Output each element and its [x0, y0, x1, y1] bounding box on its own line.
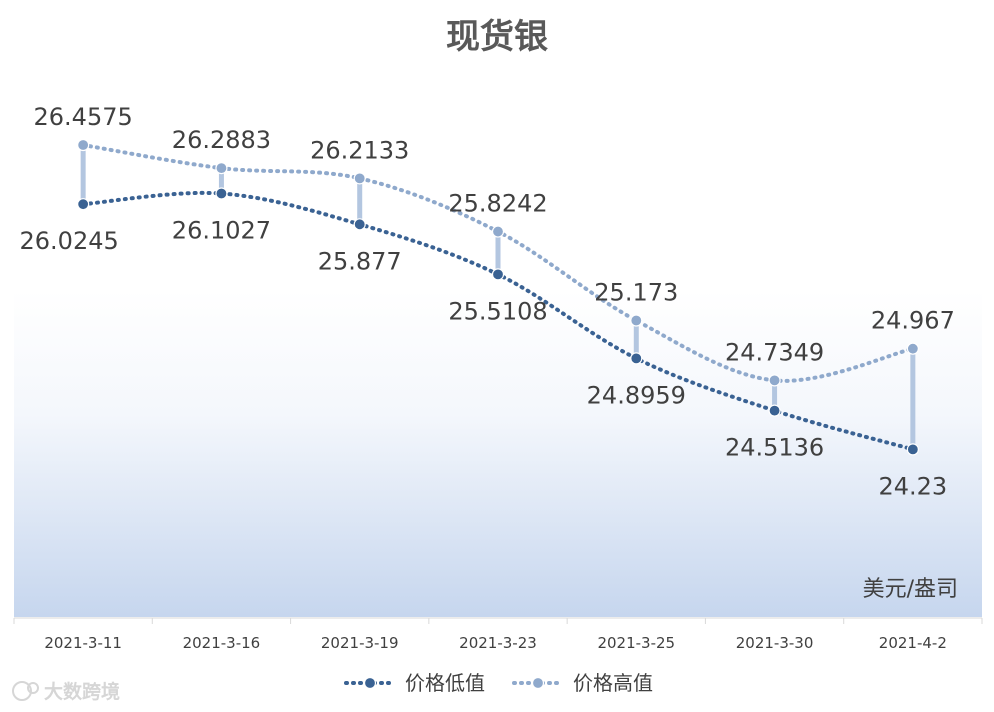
marker-high	[215, 162, 228, 175]
watermark-text: 大数跨境	[44, 680, 120, 703]
legend-item-low: 价格低值	[344, 671, 485, 695]
marker-high	[630, 314, 643, 327]
x-tick-label: 2021-3-19	[321, 634, 399, 652]
data-label-low: 25.5108	[448, 297, 547, 325]
x-tick-label: 2021-4-2	[879, 634, 947, 652]
data-label-high: 25.8242	[448, 190, 547, 218]
x-tick-label: 2021-3-16	[183, 634, 261, 652]
chart-title: 现货银	[446, 17, 548, 57]
data-markers	[77, 138, 919, 456]
marker-low	[77, 198, 90, 211]
marker-high	[768, 374, 781, 387]
unit-label: 美元/盎司	[863, 577, 958, 602]
marker-low	[906, 443, 919, 456]
legend-swatch-marker	[531, 676, 545, 690]
data-label-high: 24.967	[871, 307, 955, 335]
marker-low	[491, 268, 505, 281]
legend-label: 价格高值	[573, 671, 653, 695]
legend: 价格低值 价格高值	[344, 671, 653, 695]
data-label-high: 26.2133	[310, 136, 409, 164]
marker-high	[353, 172, 366, 185]
data-label-high: 26.2883	[172, 126, 271, 154]
data-label-low: 26.0245	[20, 227, 119, 255]
watermark: 大数跨境	[12, 680, 120, 703]
x-axis-ticks: 2021-3-11 2021-3-16 2021-3-19 2021-3-23 2021…	[13, 618, 983, 652]
plot-area-background	[14, 290, 982, 617]
data-label-low: 24.5136	[725, 434, 824, 462]
data-label-low: 24.8959	[587, 381, 686, 409]
data-label-high: 26.4575	[34, 103, 133, 131]
legend-label: 价格低值	[405, 671, 485, 695]
x-tick-label: 2021-3-23	[459, 634, 537, 652]
watermark-logo-icon	[12, 681, 32, 701]
marker-low	[768, 404, 781, 417]
data-label-low: 25.877	[318, 247, 402, 275]
data-label-low: 24.23	[878, 472, 947, 500]
watermark-logo-icon-dot	[27, 682, 39, 694]
marker-high	[906, 342, 919, 355]
x-tick-label: 2021-3-30	[736, 634, 814, 652]
data-label-high: 25.173	[594, 279, 678, 307]
marker-high	[491, 225, 505, 238]
marker-low	[353, 218, 366, 231]
x-tick-label: 2021-3-11	[44, 634, 122, 652]
data-label-low: 26.1027	[172, 216, 271, 244]
data-labels: 26.4575 26.2883 26.2133 25.8242 25.173 24.734…	[20, 103, 955, 500]
legend-swatch-marker	[363, 676, 377, 690]
marker-low	[630, 352, 643, 365]
marker-low	[215, 187, 228, 200]
x-tick-label: 2021-3-25	[597, 634, 675, 652]
data-label-high: 24.7349	[725, 338, 824, 366]
marker-high	[77, 138, 90, 152]
legend-item-high: 价格高值	[512, 671, 653, 695]
